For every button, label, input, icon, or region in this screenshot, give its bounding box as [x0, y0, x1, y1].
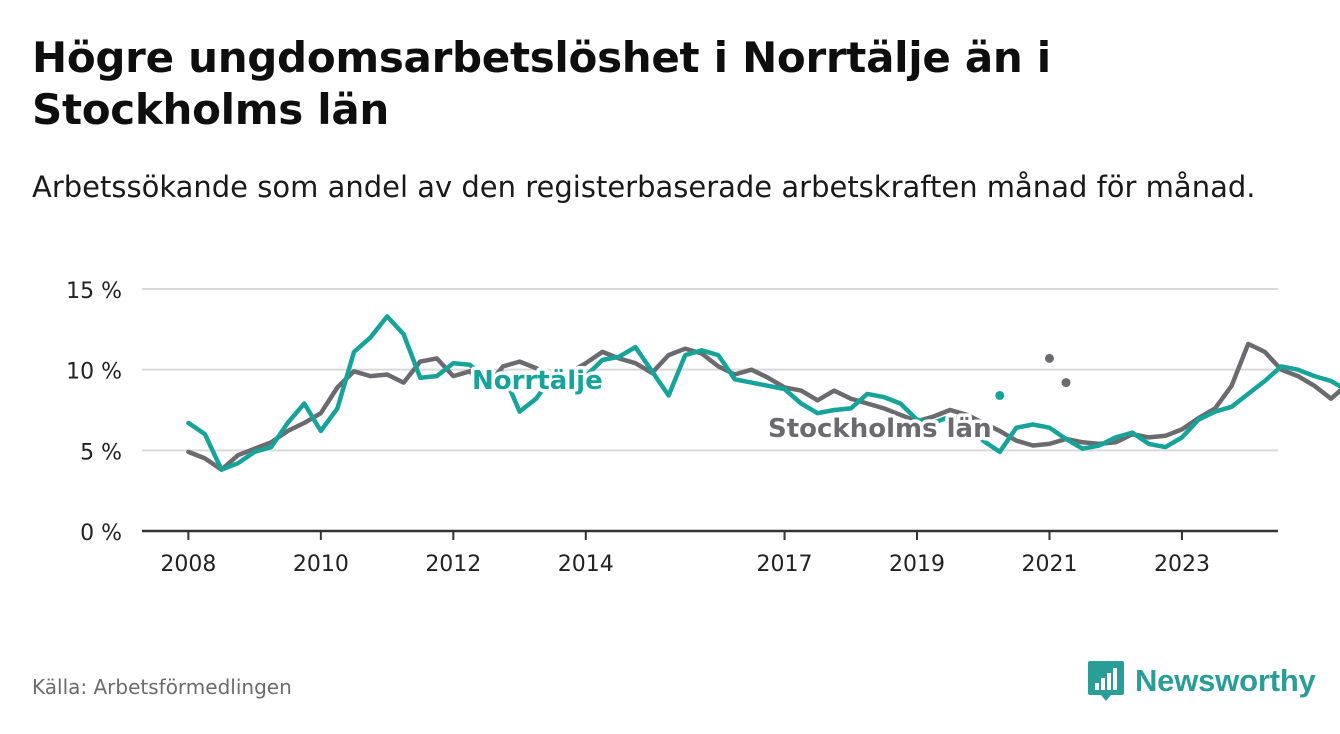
chart-subtitle: Arbetssökande som andel av den registerb… [32, 170, 1256, 204]
point-marker-stockholm-1 [1061, 378, 1071, 388]
series-line-norrtalje [186, 314, 1340, 472]
x-tick-label: 2010 [293, 552, 349, 577]
y-tick-label: 0 % [80, 521, 122, 546]
y-tick-label: 10 % [66, 360, 122, 385]
series-label-stockholm: Stockholms län [768, 414, 992, 444]
brand-name: Newsworthy [1135, 663, 1316, 698]
x-tick-label: 2019 [889, 552, 945, 577]
x-tick-label: 2014 [558, 552, 614, 577]
y-tick-label: 15 % [66, 279, 122, 304]
x-tick-label: 2021 [1021, 552, 1077, 577]
point-marker-stockholm-0 [1044, 353, 1054, 363]
newsworthy-logo-icon [1088, 661, 1124, 701]
x-tick-label: 2012 [425, 552, 481, 577]
y-tick-label: 5 % [80, 440, 122, 465]
chart-title: Högre ungdomsarbetslöshet i Norrtälje än… [32, 33, 1051, 134]
point-marker-norrtalje-0 [995, 390, 1005, 400]
series-line-stockholm [186, 341, 1340, 472]
series-label-norrtalje: Norrtälje [472, 366, 603, 396]
x-tick-label: 2023 [1154, 552, 1210, 577]
x-tick-label: 2008 [160, 552, 216, 577]
newsworthy-brand[interactable]: Newsworthy [1087, 659, 1316, 703]
x-tick-label: 2017 [757, 552, 813, 577]
source-note: Källa: Arbetsförmedlingen [32, 675, 292, 699]
